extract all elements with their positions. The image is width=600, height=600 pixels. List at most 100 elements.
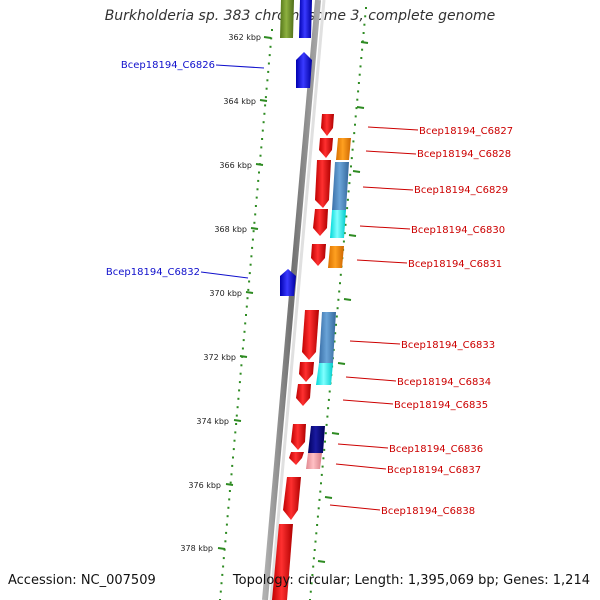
inner-tick-dot — [248, 280, 251, 283]
inner-tick-dot — [222, 557, 225, 560]
outer-tick-dot — [352, 140, 355, 143]
inner-tick-dot — [244, 322, 247, 325]
outer-tick-dot — [316, 524, 319, 526]
gene-label[interactable]: Bcep18194_C6832 — [106, 267, 200, 278]
outer-tick-dot — [346, 198, 349, 201]
outer-tick-dot — [327, 407, 330, 410]
inner-tick-dot — [266, 79, 269, 82]
gene-C6836-red — [291, 424, 306, 450]
gene-labels: Bcep18194_C6826 Bcep18194_C6832 Bcep1819… — [106, 60, 513, 517]
major-tick — [356, 106, 365, 109]
outer-tick-dot — [355, 107, 358, 110]
inner-tick-dot — [265, 87, 268, 90]
axis-label: 370 kbp — [209, 289, 242, 298]
outer-tick-dot — [347, 190, 350, 193]
outer-tick-dot — [365, 7, 367, 9]
inner-tick-dot — [261, 129, 264, 132]
genes — [272, 0, 351, 600]
gene-C6835 — [296, 384, 311, 406]
inner-tick-dot — [248, 272, 251, 275]
axis-labels: 362 kbp 364 kbp 366 kbp 368 kbp 370 kbp … — [180, 33, 261, 553]
outer-tick-dot — [314, 540, 317, 543]
outer-tick-dot — [358, 73, 361, 76]
outer-tick-dot — [345, 215, 348, 218]
outer-tick-dot — [318, 498, 321, 501]
outer-tick-dot — [363, 23, 366, 26]
gene-label[interactable]: Bcep18194_C6830 — [411, 225, 505, 236]
inner-tick-dot — [271, 29, 273, 31]
gene-C6828-red — [319, 138, 333, 158]
inner-tick-dot — [226, 515, 229, 518]
leader-C6827 — [367, 126, 419, 131]
outer-tick-dot — [316, 515, 319, 518]
backbone-shadow — [269, 0, 326, 600]
major-tick — [233, 419, 242, 422]
outer-tick-dot — [312, 565, 315, 568]
inner-tick-dot — [224, 540, 227, 543]
gene-C6834-cyan — [316, 363, 333, 385]
gene-C6830-cyan — [330, 210, 346, 238]
inner-tick-dot — [236, 406, 239, 409]
inner-tick-dot — [249, 263, 252, 266]
outer-tick-dot — [312, 557, 315, 560]
inner-tick-dot — [255, 196, 258, 199]
gene-label[interactable]: Bcep18194_C6831 — [408, 259, 502, 270]
axis-label: 366 kbp — [219, 161, 252, 170]
outer-tick-dot — [317, 507, 320, 510]
gene-C6831-red — [311, 244, 326, 266]
inner-tick-dot — [235, 423, 238, 425]
outer-tick-dot — [357, 90, 360, 93]
outer-tick-dot — [356, 98, 359, 101]
inner-tick-dot — [230, 473, 233, 476]
inner-tick-dot — [228, 490, 231, 492]
inner-tick-dot — [268, 54, 271, 57]
gene-label[interactable]: Bcep18194_C6834 — [397, 377, 491, 388]
gene-label[interactable]: Bcep18194_C6828 — [417, 149, 511, 160]
gene-C6834-red — [299, 362, 314, 382]
gene-label[interactable]: Bcep18194_C6827 — [419, 126, 513, 137]
inner-tick-dot — [247, 288, 250, 291]
outer-tick-dot — [335, 323, 337, 326]
axis-label: 372 kbp — [203, 353, 236, 362]
inner-tick-dot — [270, 37, 273, 40]
major-tick — [343, 298, 352, 301]
gene-unlabeled-red — [272, 524, 293, 600]
leader-C6832 — [200, 271, 249, 279]
outer-tick-dot — [361, 48, 364, 51]
outer-tick-dot — [338, 290, 341, 293]
inner-tick-dot — [225, 523, 228, 526]
outer-tick-dot — [339, 273, 342, 276]
inner-tick-dot — [264, 104, 267, 107]
outer-tick-dot — [357, 82, 360, 84]
outer-tick-dot — [328, 390, 331, 393]
inner-tick-dot — [261, 138, 264, 140]
gene-label[interactable]: Bcep18194_C6829 — [414, 185, 508, 196]
gene-label[interactable]: Bcep18194_C6833 — [401, 340, 495, 351]
gene-C6833-steel — [319, 312, 336, 363]
leader-lines — [200, 64, 419, 511]
gene-label[interactable]: Bcep18194_C6837 — [387, 465, 481, 476]
outer-tick-dot — [344, 223, 347, 226]
inner-tick-dot — [269, 45, 272, 48]
inner-tick-dot — [232, 456, 234, 459]
gene-label[interactable]: Bcep18194_C6826 — [121, 60, 215, 71]
outer-tick-dot — [313, 549, 316, 551]
major-tick — [245, 291, 254, 294]
gene-label[interactable]: Bcep18194_C6838 — [381, 506, 475, 517]
gene-label[interactable]: Bcep18194_C6835 — [394, 400, 488, 411]
inner-tick-dot — [251, 246, 254, 249]
outer-tick-dot — [334, 332, 337, 335]
inner-tick-dot — [263, 112, 266, 115]
leader-C6833 — [349, 340, 401, 345]
outer-tick-dot — [324, 432, 327, 435]
inner-tick-dot — [228, 498, 231, 501]
inner-tick-dot — [231, 464, 234, 467]
axis-label: 368 kbp — [214, 225, 247, 234]
outer-tick-dot — [320, 482, 322, 485]
gene-C6837-pink — [306, 453, 322, 469]
gene-label[interactable]: Bcep18194_C6836 — [389, 444, 483, 455]
inner-tick-dot — [264, 96, 267, 99]
inner-tick-dot — [233, 439, 236, 442]
inner-tick-dot — [241, 347, 244, 350]
outer-tick-dot — [326, 415, 329, 418]
